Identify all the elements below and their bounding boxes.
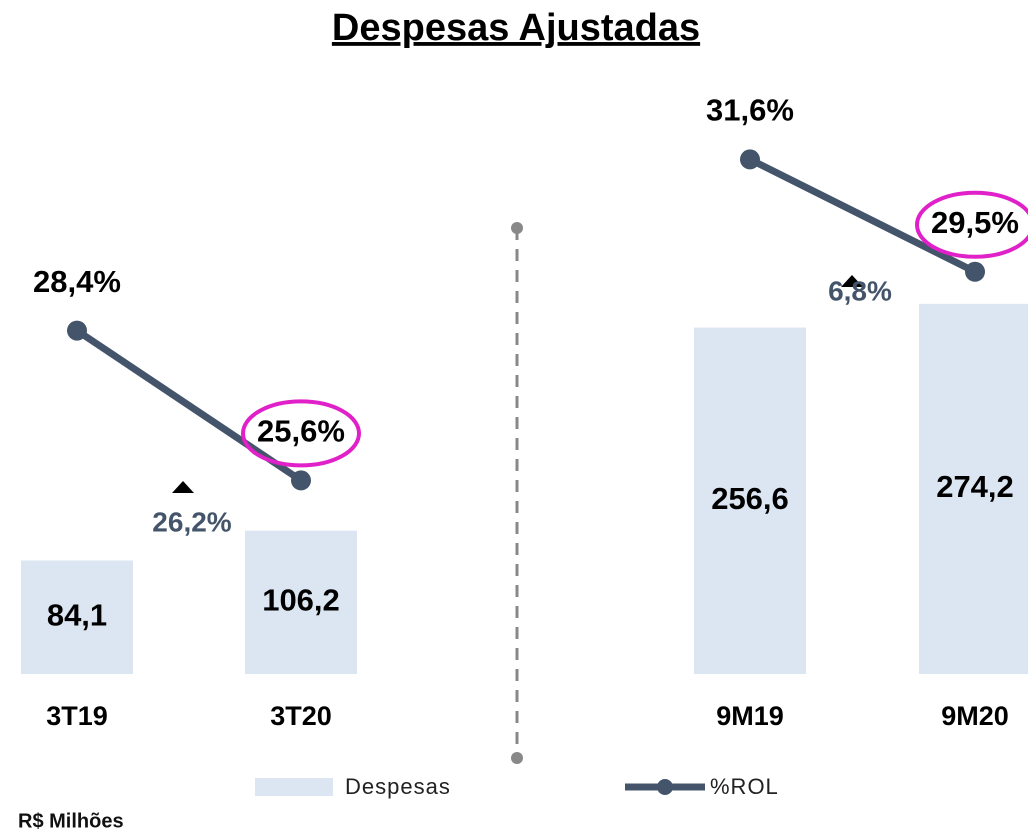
bar (919, 303, 1028, 674)
growth-arrow (172, 481, 194, 493)
line (748, 156, 977, 275)
bar (245, 530, 357, 674)
chart-title: Despesas Ajustadas (332, 7, 700, 49)
bar (21, 560, 133, 674)
line-point (291, 470, 311, 491)
highlight-circle (241, 399, 361, 468)
line-point (740, 149, 760, 170)
x-tick-label: 3T20 (270, 701, 332, 731)
legend-swatch (657, 779, 673, 795)
bar-label: 256,6 (711, 481, 789, 516)
growth-label: 26,2% (152, 506, 231, 537)
bar-label: 106,2 (262, 583, 340, 618)
line-label: 29,5% (931, 205, 1019, 240)
divider-end (511, 222, 523, 234)
highlight-circle (915, 190, 1028, 259)
growth-label: 6,8% (828, 275, 892, 306)
legend-label: %ROL (710, 774, 779, 799)
line-label: 28,4% (33, 264, 121, 299)
bar (694, 327, 806, 674)
unit-label: R$ Milhões (18, 810, 124, 832)
growth-arrow (841, 275, 863, 287)
bar-label: 84,1 (47, 597, 107, 632)
legend-swatch (255, 778, 333, 796)
line-label: 25,6% (257, 414, 345, 449)
divider-end (511, 752, 523, 764)
x-tick-label: 9M20 (941, 701, 1009, 731)
x-tick-label: 3T19 (46, 701, 108, 731)
bar-label: 274,2 (936, 469, 1014, 504)
line-point (67, 320, 87, 341)
line-point (965, 261, 985, 282)
legend-label: Despesas (345, 774, 451, 799)
line (75, 327, 303, 484)
x-tick-label: 9M19 (716, 701, 784, 731)
line-label: 31,6% (706, 93, 794, 128)
